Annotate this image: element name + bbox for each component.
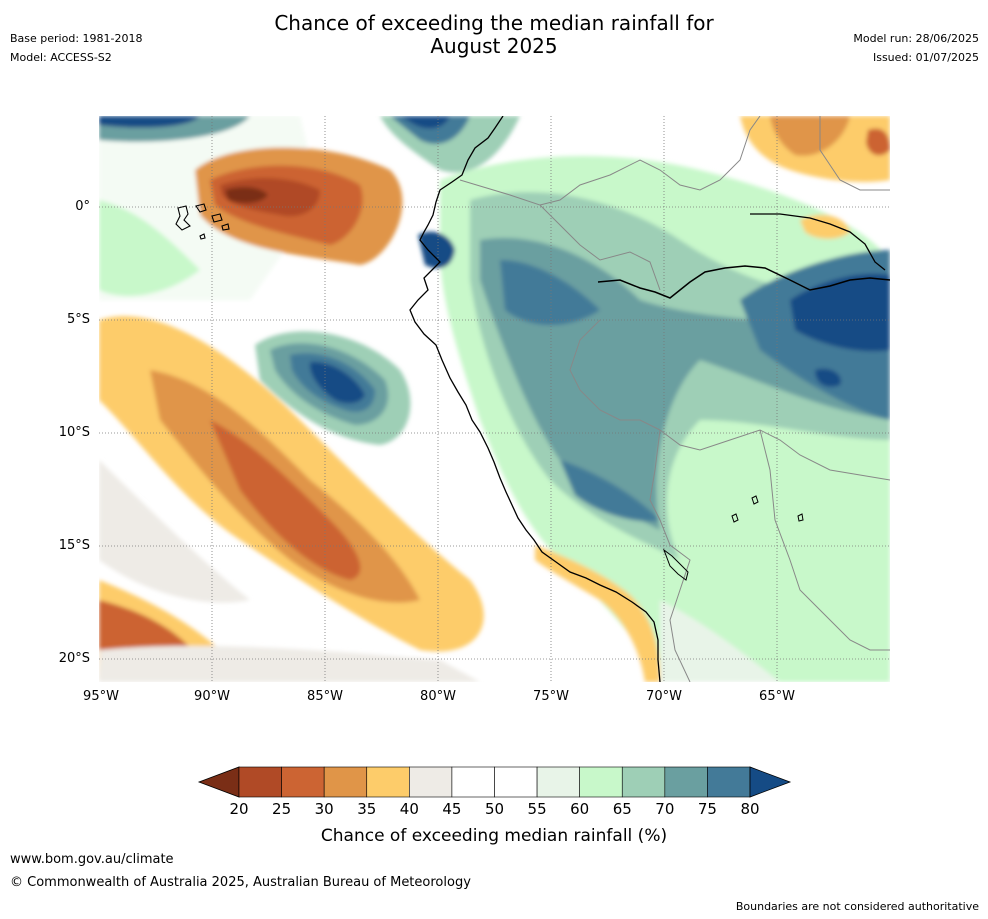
disclaimer-text: Boundaries are not considered authoritat… <box>735 900 979 913</box>
colorbar-tick-label: 35 <box>357 800 377 818</box>
lon-label-80w: 80°W <box>420 689 456 704</box>
model-run-text: Model run: 28/06/2025 <box>853 32 979 45</box>
colorbar-tick-label: 25 <box>272 800 292 818</box>
country-borders <box>459 116 890 682</box>
lat-label-5s: 5°S <box>66 312 90 327</box>
lat-label-15s: 15°S <box>58 538 90 553</box>
galapagos-islands <box>175 203 230 240</box>
lon-label-70w: 70°W <box>646 689 682 704</box>
colorbar-tick-label: 45 <box>442 800 462 818</box>
probability-field <box>99 116 890 682</box>
colorbar-tick-label: 40 <box>399 800 419 818</box>
colorbar-arrow-high <box>749 766 792 798</box>
issued-text: Issued: 01/07/2025 <box>872 51 979 64</box>
river <box>597 265 890 299</box>
colorbar-segment <box>536 766 580 798</box>
colorbar-tick-label: 75 <box>697 800 717 818</box>
colorbar-tick-label: 55 <box>527 800 547 818</box>
coastline <box>409 116 661 682</box>
lat-label-0: 0° <box>75 199 90 214</box>
colorbar-segment <box>621 766 666 798</box>
lat-label-10s: 10°S <box>58 425 90 440</box>
lon-label-75w: 75°W <box>533 689 569 704</box>
colorbar-segment <box>238 766 282 798</box>
colorbar-segment <box>323 766 368 798</box>
colorbar-segment <box>579 766 623 798</box>
lat-label-20s: 20°S <box>58 651 90 666</box>
colorbar-segment <box>494 766 538 798</box>
colorbar-tick-label: 70 <box>655 800 675 818</box>
colorbar-tick-label: 65 <box>612 800 632 818</box>
lon-label-95w: 95°W <box>83 689 119 704</box>
colorbar-segment <box>707 766 751 798</box>
colorbar-tick-label: 50 <box>484 800 505 818</box>
lon-label-90w: 90°W <box>194 689 230 704</box>
lon-label-65w: 65°W <box>759 689 795 704</box>
copyright-text: © Commonwealth of Australia 2025, Austra… <box>10 875 471 890</box>
title-line-1: Chance of exceeding the median rainfall … <box>274 11 714 35</box>
model-text: Model: ACCESS-S2 <box>10 51 112 64</box>
colorbar-segment <box>366 766 410 798</box>
lakes <box>662 495 804 581</box>
colorbar-segment <box>664 766 708 798</box>
colorbar-tick-label: 30 <box>314 800 334 818</box>
map-title: Chance of exceeding the median rainfall … <box>0 12 988 58</box>
lon-label-85w: 85°W <box>307 689 343 704</box>
graticule <box>99 116 890 682</box>
colorbar-segment <box>451 766 495 798</box>
colorbar-arrow-low <box>197 766 240 798</box>
website-text: www.bom.gov.au/climate <box>10 852 174 867</box>
colorbar-label: Chance of exceeding median rainfall (%) <box>320 826 668 846</box>
title-line-2: August 2025 <box>430 34 558 58</box>
colorbar-tick-label: 80 <box>740 800 760 818</box>
base-period-text: Base period: 1981-2018 <box>10 32 143 45</box>
colorbar <box>197 766 792 798</box>
colorbar-segment <box>409 766 453 798</box>
colorbar-tick-label: 60 <box>570 800 590 818</box>
colorbar-tick-label: 20 <box>229 800 249 818</box>
colorbar-segment <box>281 766 325 798</box>
